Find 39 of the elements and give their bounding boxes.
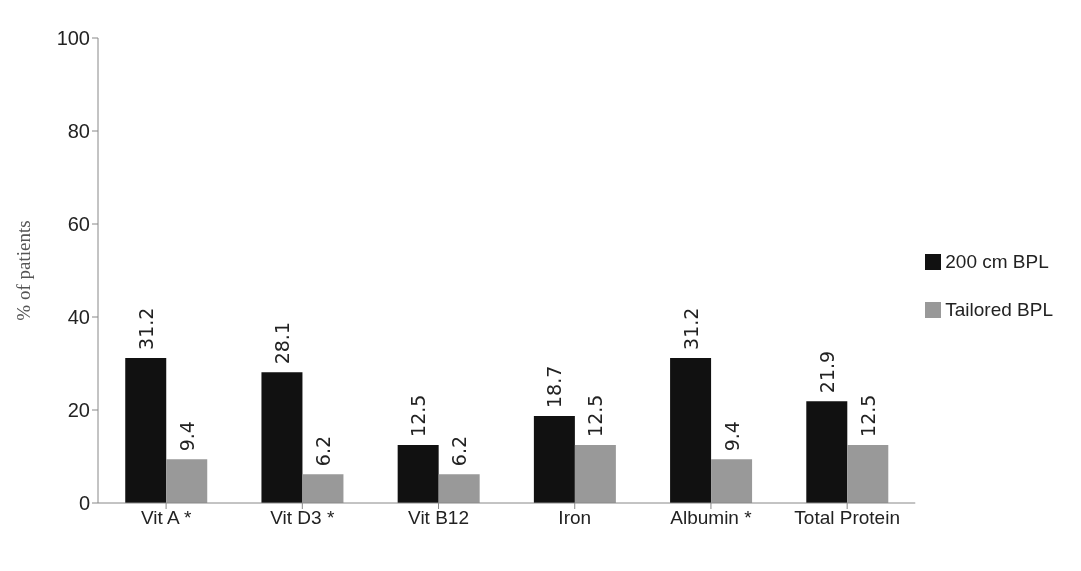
y-tick-label: 40 bbox=[67, 306, 90, 329]
data-label: 9.4 bbox=[720, 421, 743, 452]
bar bbox=[125, 357, 167, 503]
data-label: 28.1 bbox=[270, 322, 293, 365]
bar bbox=[847, 444, 889, 503]
y-tick-label: 20 bbox=[67, 399, 90, 422]
data-label: 6.2 bbox=[448, 435, 471, 467]
y-tick-label: 100 bbox=[56, 27, 90, 50]
data-label: 31.2 bbox=[679, 307, 702, 350]
bar bbox=[302, 474, 344, 503]
y-tick-label: 80 bbox=[67, 120, 90, 143]
legend-label: 200 cm BPL bbox=[945, 250, 1049, 272]
bar bbox=[574, 444, 616, 503]
data-label: 9.4 bbox=[175, 421, 198, 452]
x-tick-label: Vit D3 * bbox=[270, 507, 335, 529]
data-label: 12.5 bbox=[407, 394, 430, 437]
bar bbox=[438, 474, 480, 503]
y-tick-label: 60 bbox=[67, 213, 90, 236]
data-label: 6.2 bbox=[311, 435, 334, 467]
data-label: 21.9 bbox=[815, 350, 838, 394]
data-label: 12.5 bbox=[856, 394, 879, 437]
bar bbox=[261, 372, 303, 503]
data-label: 31.2 bbox=[134, 307, 157, 350]
bar bbox=[711, 459, 753, 503]
y-tick-label: 0 bbox=[78, 492, 90, 515]
x-tick-label: Iron bbox=[558, 507, 592, 529]
y-axis-title: % of patients bbox=[12, 220, 34, 321]
x-tick-label: Vit B12 bbox=[408, 507, 469, 529]
legend-label: Tailored BPL bbox=[945, 298, 1053, 320]
bar bbox=[533, 416, 575, 503]
bar bbox=[670, 357, 712, 503]
bar bbox=[806, 401, 848, 503]
data-label: 18.7 bbox=[543, 365, 566, 409]
bar bbox=[166, 459, 208, 503]
bar bbox=[397, 444, 439, 503]
data-label: 12.5 bbox=[584, 394, 607, 437]
x-tick-label: Total Protein bbox=[794, 507, 900, 529]
x-tick-label: Vit A * bbox=[140, 507, 192, 529]
x-tick-label: Albumin * bbox=[670, 507, 753, 529]
